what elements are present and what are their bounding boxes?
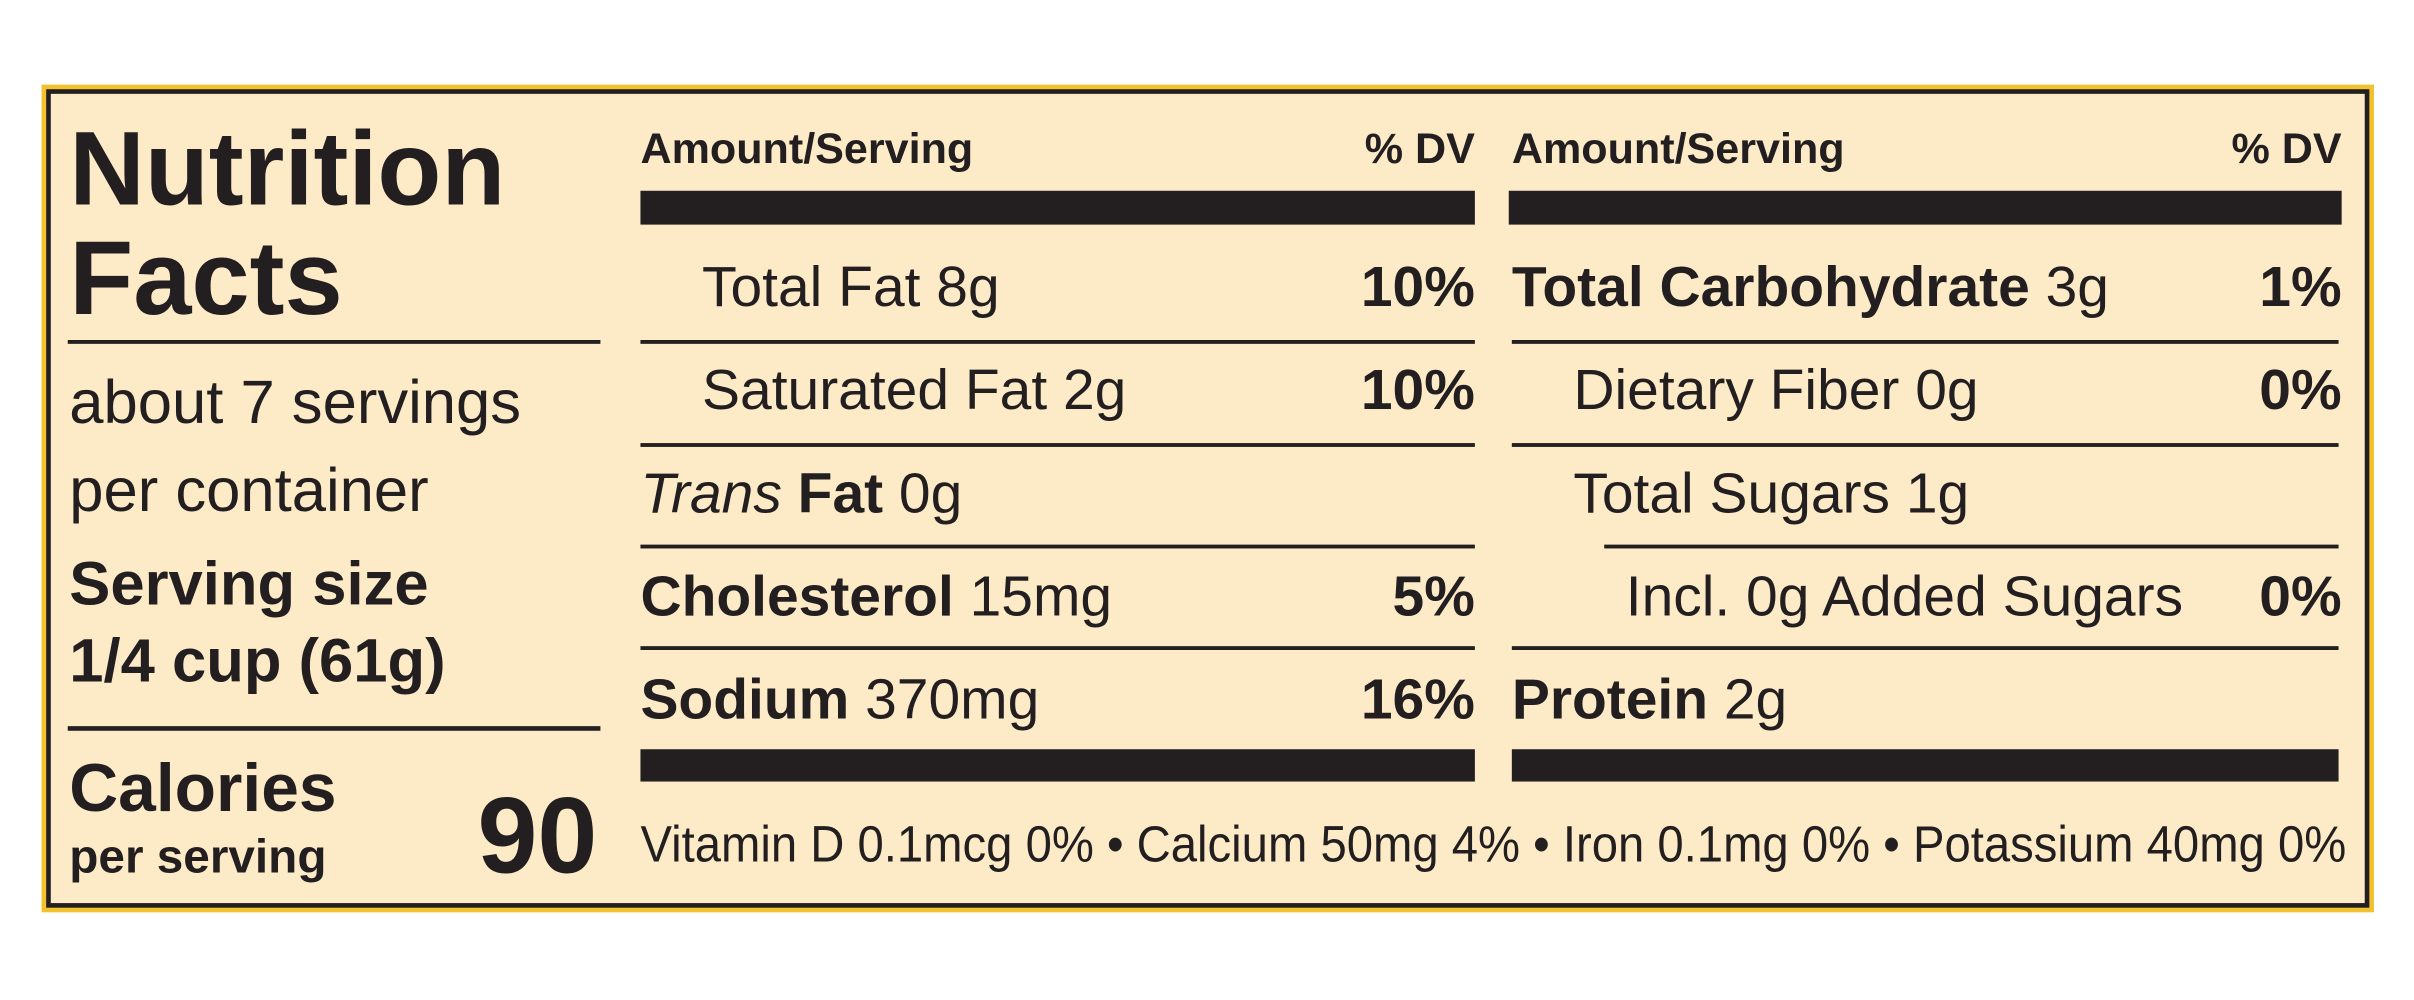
serving-size-amount: 1/4 cup (61g) <box>69 627 445 696</box>
nutrient-row: Sodium 370mg <box>640 667 1039 731</box>
vitamin: Calcium 50mg 4% <box>1137 816 1520 873</box>
nutrient-row: Total Sugars 1g <box>1573 461 1969 525</box>
nutrient-row: Total Fat 8g <box>702 255 1000 319</box>
amount-header: Amount/Serving <box>640 125 973 173</box>
nutrient-row: Saturated Fat 2g <box>702 358 1126 422</box>
nutrient-row: Total Carbohydrate 3g <box>1512 255 2109 319</box>
nutrient-name: Cholesterol <box>640 564 953 628</box>
serving-size-label: Serving size <box>69 550 428 619</box>
daily-value: 16% <box>1361 667 1475 731</box>
nutrient-amount: 0g <box>899 461 962 525</box>
nutrient-name: Total Fat <box>702 255 921 319</box>
divider <box>1511 646 2339 650</box>
nutrient-name: Protein <box>1512 667 1708 731</box>
divider <box>1511 340 2339 344</box>
divider <box>1604 544 2339 549</box>
nutrient-name: Sodium <box>640 667 849 731</box>
nutrient-amount: 1g <box>1906 461 1969 525</box>
calories-sublabel: per serving <box>69 830 326 883</box>
nutrient-name: Fat <box>798 461 883 525</box>
vitamins-line: Vitamin D 0.1mcg 0% • Calcium 50mg 4% • … <box>640 816 2346 873</box>
calories-label: Calories <box>69 751 336 826</box>
separator: • <box>1883 816 1900 873</box>
nutrient-row: Protein 2g <box>1512 667 1787 731</box>
nutrient-name: Total Sugars <box>1573 461 1890 525</box>
nutrient-name-italic: Trans <box>640 461 781 525</box>
daily-value: 0% <box>2259 564 2341 628</box>
nutrient-amount: 2g <box>1724 667 1787 731</box>
amount-header: Amount/Serving <box>1512 125 1845 173</box>
divider <box>1511 443 2339 447</box>
divider <box>67 726 601 731</box>
daily-value: 10% <box>1361 358 1475 422</box>
vitamin: Vitamin D 0.1mcg 0% <box>640 816 1093 873</box>
divider <box>640 340 1475 344</box>
divider <box>67 340 601 344</box>
divider <box>640 443 1475 447</box>
divider <box>640 646 1475 650</box>
nutrient-name: Saturated Fat <box>702 358 1047 422</box>
daily-value: 10% <box>1361 255 1475 319</box>
thick-bar <box>1511 749 2339 782</box>
thick-bar <box>1508 190 2342 225</box>
separator: • <box>1107 816 1124 873</box>
nutrient-amount: 8g <box>936 255 999 319</box>
nutrient-name: Total Carbohydrate <box>1512 255 2030 319</box>
nutrient-amount: 0g <box>1915 358 1978 422</box>
thick-bar <box>640 190 1475 225</box>
nutrient-amount: 2g <box>1063 358 1126 422</box>
dv-header: % DV <box>2231 125 2341 173</box>
thick-bar <box>640 749 1475 782</box>
dv-header: % DV <box>1365 125 1475 173</box>
daily-value: 5% <box>1393 564 1475 628</box>
nutrient-amount: 3g <box>2046 255 2109 319</box>
vitamin: Potassium 40mg 0% <box>1913 816 2346 873</box>
nutrient-row: Cholesterol 15mg <box>640 564 1112 628</box>
nutrient-row: Incl. 0g Added Sugars <box>1626 564 2183 628</box>
divider <box>640 544 1475 549</box>
calories-value: 90 <box>477 774 597 895</box>
servings-text: per container <box>69 456 428 525</box>
title: Nutrition <box>69 111 505 228</box>
nutrient-row: Dietary Fiber 0g <box>1573 358 1978 422</box>
servings-text: about 7 servings <box>69 368 521 437</box>
nutrient-name: Incl. 0g Added Sugars <box>1626 564 2183 628</box>
title: Facts <box>69 220 342 337</box>
vitamin: Iron 0.1mg 0% <box>1563 816 1870 873</box>
daily-value: 0% <box>2259 358 2341 422</box>
nutrient-name: Dietary Fiber <box>1573 358 1899 422</box>
nutrient-amount: 370mg <box>865 667 1039 731</box>
separator: • <box>1533 816 1550 873</box>
nutrient-amount: 15mg <box>970 564 1112 628</box>
daily-value: 1% <box>2259 255 2341 319</box>
nutrient-row: Trans Fat 0g <box>640 461 962 525</box>
